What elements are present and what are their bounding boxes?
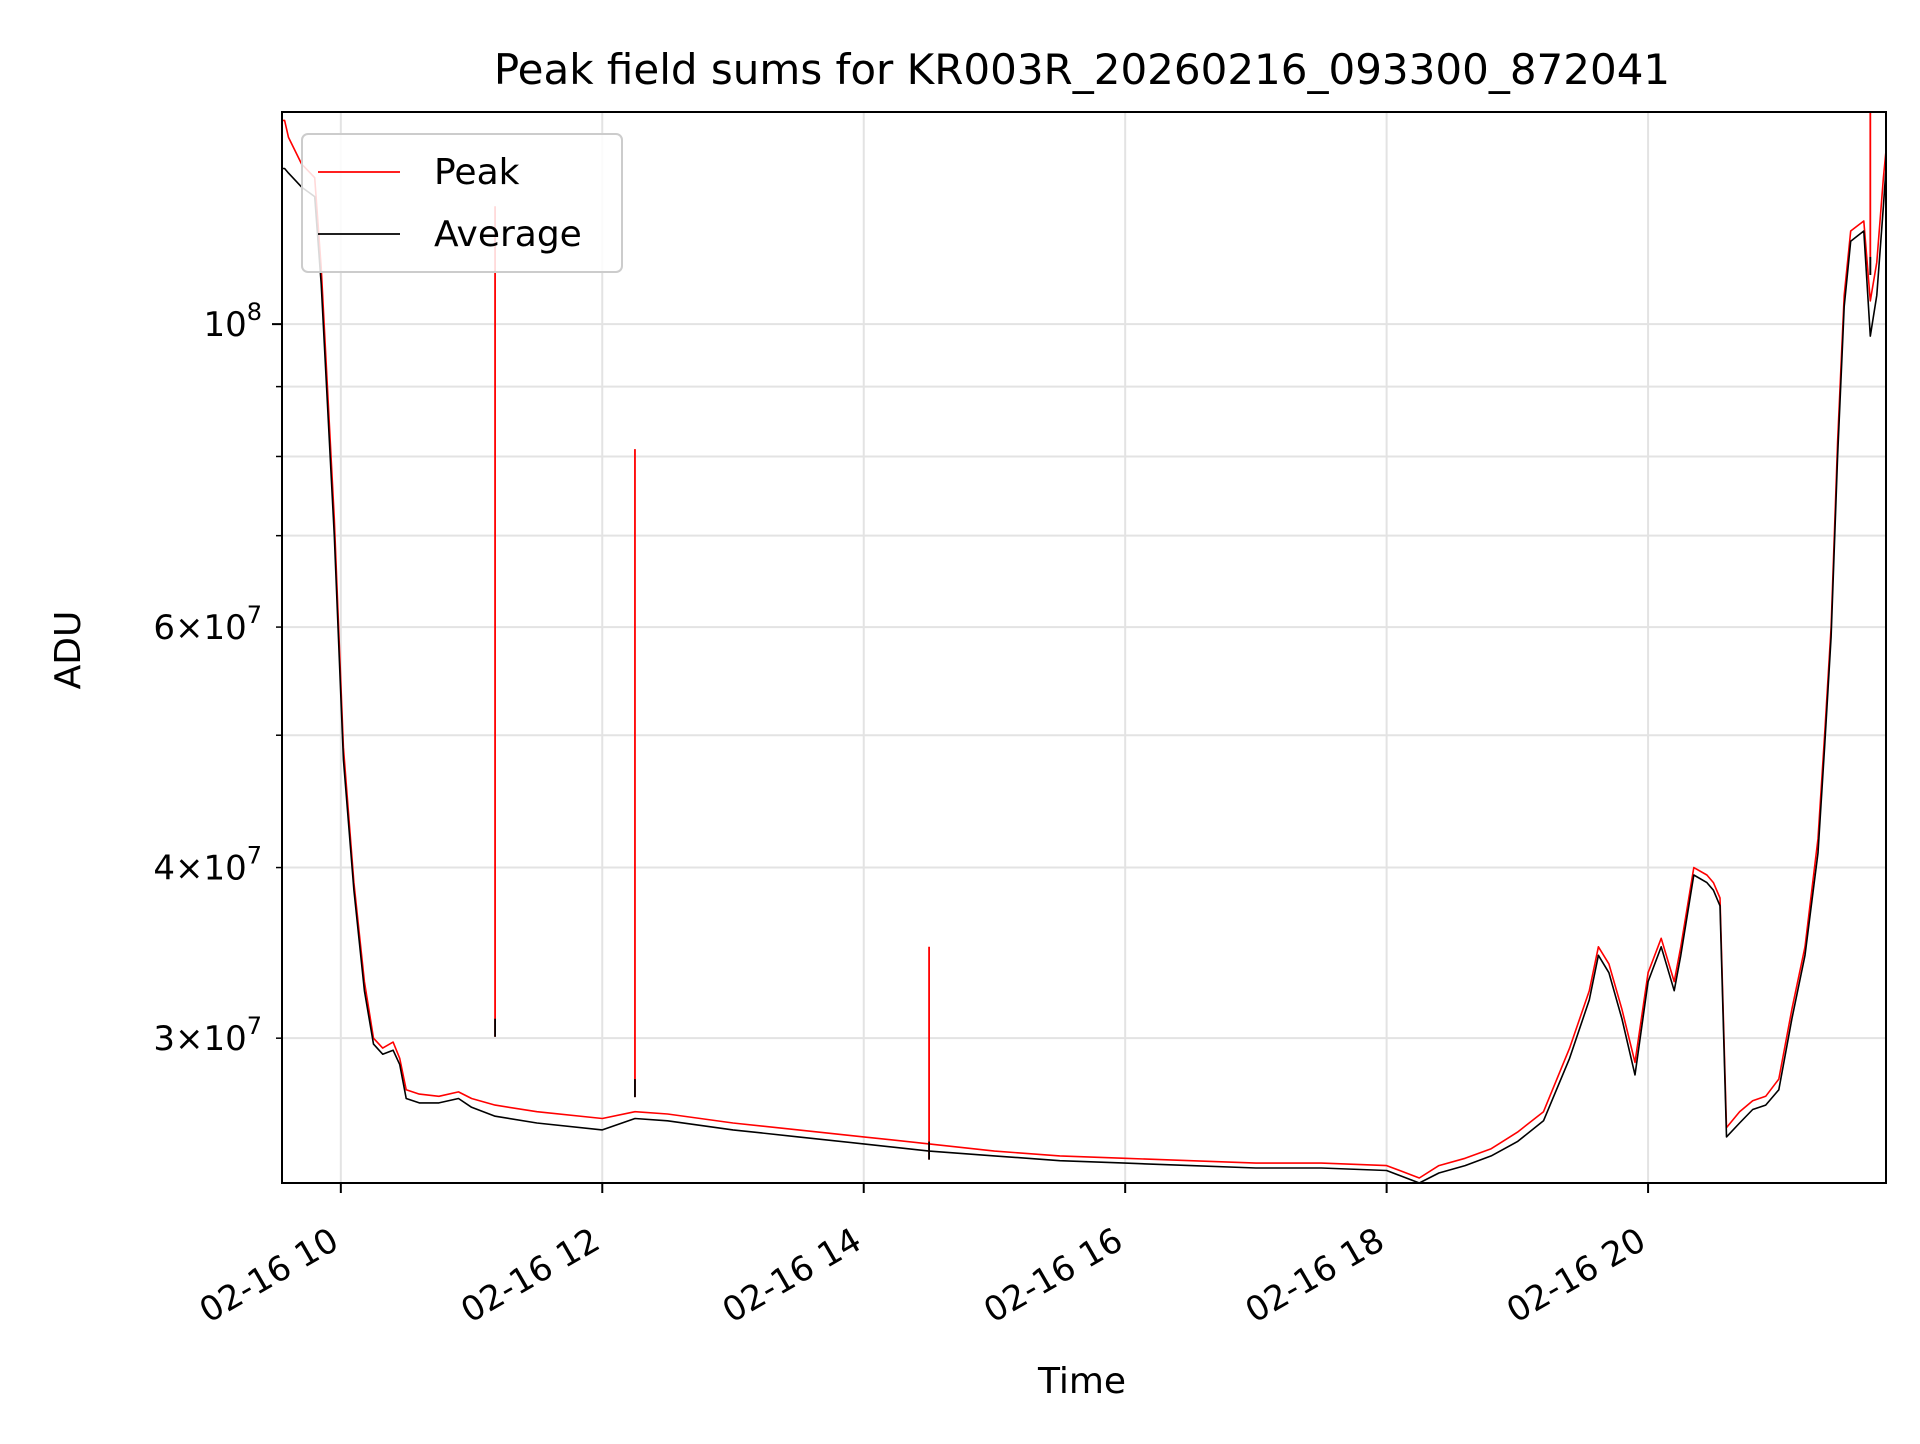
- x-axis-label: Time: [1037, 1361, 1126, 1402]
- grid: [282, 112, 1886, 1183]
- legend-label-peak: Peak: [434, 152, 520, 193]
- series-lines: [282, 112, 1886, 1183]
- y-tick-mantissa: 4: [153, 849, 175, 889]
- y-tick-exponent: 7: [247, 842, 262, 870]
- series-line-peak: [282, 119, 1886, 1179]
- y-tick-mantissa: 6: [153, 608, 175, 648]
- y-tick-label: 6×107: [153, 601, 262, 648]
- y-tick-multiplier: ×10: [175, 1019, 247, 1059]
- y-tick-mantissa: 3: [153, 1019, 175, 1059]
- y-tick-exponent: 7: [247, 1012, 262, 1040]
- y-tick-label: 4×107: [153, 842, 262, 889]
- legend: Peak Average: [301, 133, 623, 273]
- legend-label-average: Average: [434, 214, 582, 255]
- y-tick-label: 108: [203, 298, 262, 345]
- y-axis-label: ADU: [48, 611, 89, 690]
- y-tick-exponent: 7: [247, 601, 262, 629]
- chart-title: Peak field sums for KR003R_20260216_0933…: [494, 45, 1670, 94]
- y-tick-base: 10: [203, 305, 246, 345]
- y-tick-label: 3×107: [153, 1012, 262, 1059]
- series-line-average: [282, 167, 1886, 1183]
- legend-box: [301, 133, 623, 273]
- y-tick-multiplier: ×10: [175, 849, 247, 889]
- plot-frame: [281, 111, 1887, 1184]
- y-tick-exponent: 8: [247, 298, 262, 326]
- y-tick-multiplier: ×10: [175, 608, 247, 648]
